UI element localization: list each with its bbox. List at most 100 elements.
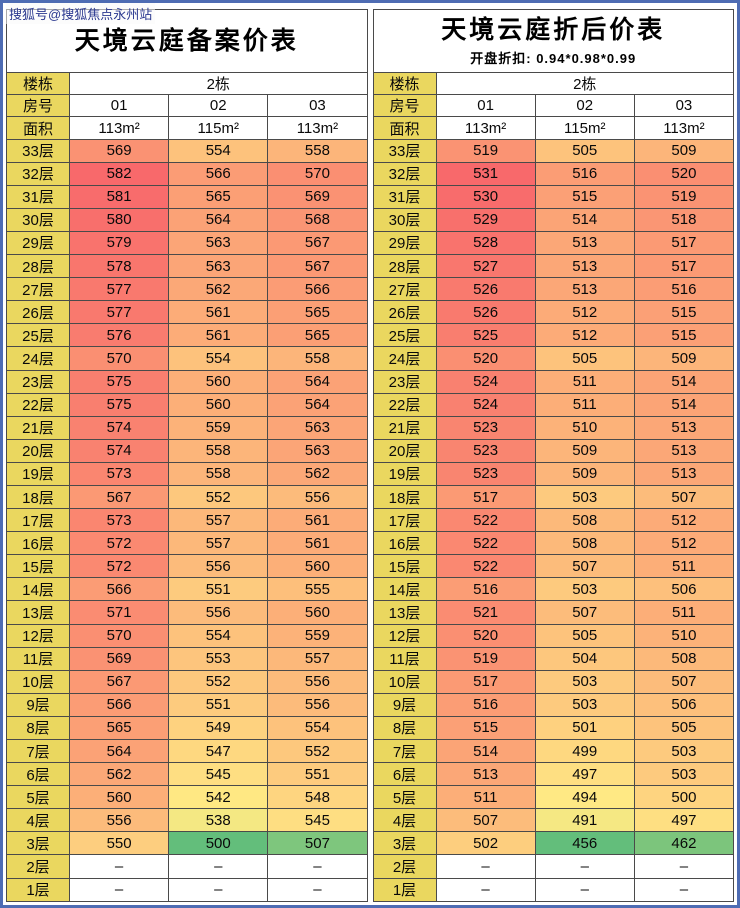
price-cell: 557 bbox=[168, 508, 269, 533]
price-cell: 513 bbox=[534, 254, 635, 279]
floor-label: 32层 bbox=[372, 161, 437, 186]
table-title-cell: 天境云庭折后价表 开盘折扣: 0.94*0.98*0.99 bbox=[372, 8, 734, 74]
price-cell: 509 bbox=[633, 138, 735, 163]
price-cell: 456 bbox=[534, 831, 635, 856]
price-cell: 503 bbox=[534, 484, 635, 510]
price-cell: – bbox=[267, 854, 368, 879]
filing-price-table: 天境云庭备案价表 楼栋 2栋 房号 01 02 03 面积 113m² 115m² 113m² 33层… bbox=[6, 8, 368, 903]
price-cell: 564 bbox=[267, 392, 368, 417]
price-cell: 513 bbox=[633, 461, 735, 486]
price-cell: 560 bbox=[267, 554, 368, 579]
floor-label: 25层 bbox=[372, 323, 437, 348]
floor-label: 15层 bbox=[372, 554, 437, 579]
price-cell: 519 bbox=[435, 138, 536, 163]
price-cell: – bbox=[68, 854, 170, 879]
price-cell: 509 bbox=[534, 461, 635, 486]
price-cell: 572 bbox=[68, 554, 170, 579]
floor-label: 29层 bbox=[6, 230, 70, 256]
floor-label: 10层 bbox=[372, 669, 437, 694]
price-cell: 554 bbox=[168, 623, 269, 648]
floor-label: 7层 bbox=[6, 738, 70, 764]
price-cell: 513 bbox=[633, 438, 735, 463]
price-cell: 507 bbox=[534, 600, 635, 625]
price-cell: 568 bbox=[267, 207, 368, 232]
price-cell: 551 bbox=[168, 577, 269, 602]
row-label-building: 楼栋 bbox=[6, 72, 70, 96]
price-cell: 555 bbox=[267, 577, 368, 602]
price-cell: 510 bbox=[534, 415, 635, 440]
price-cell: 564 bbox=[168, 207, 269, 232]
price-cell: 502 bbox=[435, 831, 536, 856]
price-cell: 524 bbox=[435, 369, 536, 394]
price-cell: 501 bbox=[534, 715, 635, 741]
price-cell: – bbox=[168, 877, 269, 903]
price-cell: 500 bbox=[168, 831, 269, 856]
price-cell: 561 bbox=[168, 300, 269, 325]
price-cell: 516 bbox=[435, 692, 536, 717]
watermark: 搜狐号@搜狐焦点永州站 bbox=[6, 3, 156, 24]
room-number: 02 bbox=[168, 94, 269, 118]
floor-label: 28层 bbox=[372, 254, 437, 279]
price-cell: 522 bbox=[435, 531, 536, 556]
price-cell: 522 bbox=[435, 508, 536, 533]
floor-label: 1层 bbox=[372, 877, 437, 903]
price-cell: 513 bbox=[534, 230, 635, 256]
floor-label: 13层 bbox=[372, 600, 437, 625]
price-cell: 505 bbox=[633, 715, 735, 741]
floor-label: 6层 bbox=[6, 762, 70, 787]
price-cell: 512 bbox=[633, 508, 735, 533]
price-cell: 548 bbox=[267, 785, 368, 810]
price-cell: 570 bbox=[68, 346, 170, 371]
floor-label: 24层 bbox=[6, 346, 70, 371]
price-cell: 545 bbox=[267, 808, 368, 833]
price-cell: 513 bbox=[633, 415, 735, 440]
price-cell: 562 bbox=[68, 762, 170, 787]
price-cell: 567 bbox=[267, 230, 368, 256]
row-label-area: 面积 bbox=[6, 116, 70, 140]
price-cell: 511 bbox=[534, 369, 635, 394]
price-cell: 510 bbox=[633, 623, 735, 648]
price-cell: 529 bbox=[435, 207, 536, 232]
price-cell: 566 bbox=[68, 577, 170, 602]
floor-label: 20层 bbox=[372, 438, 437, 463]
floor-label: 11层 bbox=[6, 646, 70, 671]
price-cell: 528 bbox=[435, 230, 536, 256]
price-cell: 513 bbox=[534, 277, 635, 302]
price-cell: 494 bbox=[534, 785, 635, 810]
floor-label: 32层 bbox=[6, 161, 70, 186]
price-cell: 531 bbox=[435, 161, 536, 186]
price-cell: 526 bbox=[435, 277, 536, 302]
floor-label: 30层 bbox=[6, 207, 70, 232]
room-number: 03 bbox=[633, 94, 735, 118]
room-number: 01 bbox=[435, 94, 536, 118]
price-cell: 572 bbox=[68, 531, 170, 556]
price-cell: 503 bbox=[633, 738, 735, 764]
price-cell: 512 bbox=[534, 300, 635, 325]
price-cell: 579 bbox=[68, 230, 170, 256]
floor-label: 3层 bbox=[372, 831, 437, 856]
floor-label: 12层 bbox=[6, 623, 70, 648]
price-cell: 559 bbox=[267, 623, 368, 648]
price-cell: 523 bbox=[435, 438, 536, 463]
floor-label: 1层 bbox=[6, 877, 70, 903]
price-cell: 509 bbox=[534, 438, 635, 463]
price-cell: 504 bbox=[534, 646, 635, 671]
price-cell: 507 bbox=[633, 484, 735, 510]
price-cell: 503 bbox=[633, 762, 735, 787]
price-cell: 503 bbox=[534, 692, 635, 717]
price-cell: 560 bbox=[68, 785, 170, 810]
price-cell: 550 bbox=[68, 831, 170, 856]
price-cell: 562 bbox=[267, 461, 368, 486]
price-cell: 569 bbox=[68, 646, 170, 671]
price-cell: 567 bbox=[267, 254, 368, 279]
price-cell: 512 bbox=[633, 531, 735, 556]
price-cell: – bbox=[633, 877, 735, 903]
price-cell: 552 bbox=[168, 669, 269, 694]
price-cell: 511 bbox=[633, 600, 735, 625]
price-cell: 514 bbox=[534, 207, 635, 232]
area-value: 113m² bbox=[435, 116, 536, 140]
floor-label: 7层 bbox=[372, 738, 437, 764]
price-cell: 505 bbox=[534, 138, 635, 163]
floor-label: 19层 bbox=[372, 461, 437, 486]
price-cell: 520 bbox=[633, 161, 735, 186]
